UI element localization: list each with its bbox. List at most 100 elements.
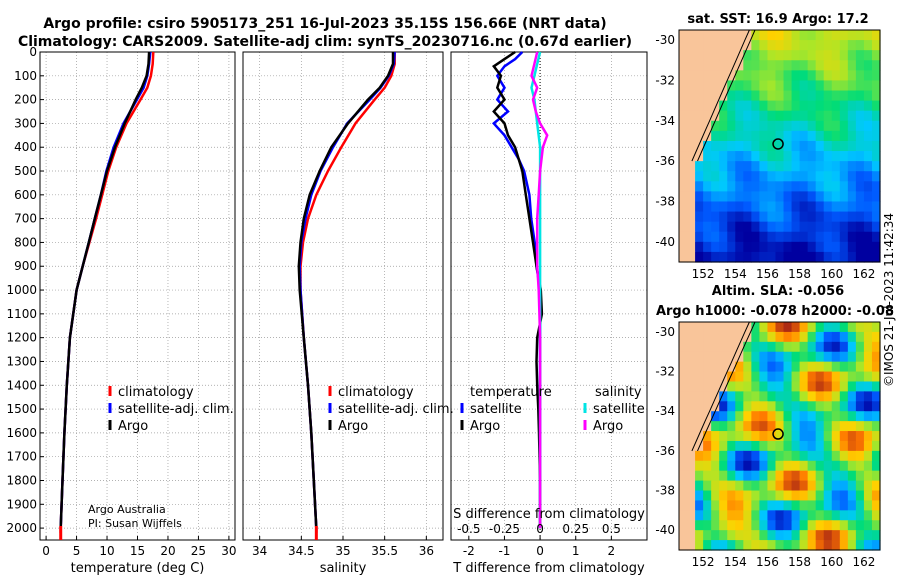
sst_map-cell [823, 60, 833, 71]
sla_map-cell [695, 381, 704, 392]
sla_map-cell [871, 401, 881, 412]
sst_map-cell [679, 151, 688, 162]
sla_map-cell [871, 480, 881, 492]
sla_map-cell [687, 322, 696, 333]
sla_map-cell [855, 401, 865, 412]
sst_map-cell [727, 50, 736, 61]
sla_map-cell [743, 520, 752, 531]
sla_map-xtick-label: 158 [788, 555, 811, 569]
depth-ytick-label: 1700 [6, 450, 37, 464]
sla_map-cell [799, 440, 809, 452]
sst_map-cell [719, 90, 728, 102]
sla_map-cell [727, 510, 736, 521]
sla_map-cell [839, 361, 849, 373]
sla_map-cell [815, 530, 825, 541]
sla_map-cell [799, 401, 809, 412]
credit-line2: PI: Susan Wijffels [88, 517, 182, 530]
temperature-xlabel: temperature (deg C) [71, 561, 205, 576]
sst_map-cell [831, 30, 841, 41]
sst_map-cell [759, 100, 769, 112]
sla_map-cell [767, 421, 777, 432]
sla_map-cell [791, 371, 801, 383]
sst_map-cell [847, 110, 857, 122]
sla_map-cell [735, 381, 744, 392]
sla_map-cell [791, 450, 801, 462]
sla_map-cell [735, 401, 744, 412]
sla_map-cell [679, 540, 688, 551]
sla_map-cell [791, 500, 801, 511]
sst_map-cell [751, 140, 760, 152]
sst_map-cell [799, 211, 809, 223]
sst_map-cell [839, 120, 849, 132]
sst_map-cell [807, 161, 817, 172]
sst_map-cell [695, 80, 704, 92]
sst_map-cell [743, 90, 752, 102]
sst_map-cell [711, 50, 720, 61]
depth-ytick-label: 800 [14, 235, 37, 249]
sla_map-cell [759, 470, 769, 482]
sst_map-cell [815, 231, 825, 243]
sla_map-cell [815, 470, 825, 482]
sla_map-cell [839, 431, 849, 442]
sla_map-cell [871, 470, 881, 482]
sla_map-cell [775, 520, 785, 531]
sst_map-cell [735, 100, 744, 112]
sst_map-cell [831, 70, 841, 82]
sla_map-cell [855, 520, 865, 531]
sla_map-cell [807, 331, 817, 343]
sst_map-cell [863, 221, 873, 233]
sst_map-cell [679, 80, 688, 92]
sst_map-cell [727, 171, 736, 182]
sla_map-cell [871, 530, 881, 541]
sst_map-cell [847, 90, 857, 102]
sst_map-cell [727, 161, 736, 172]
sst_map-cell [711, 140, 720, 152]
sla_map-cell [847, 421, 857, 432]
sst_map-cell [847, 100, 857, 112]
sla_map-cell [791, 510, 801, 521]
sst_map-cell [751, 100, 760, 112]
sla_map-cell [767, 440, 777, 452]
sst_map-cell [695, 211, 704, 223]
sst_map-cell [815, 50, 825, 61]
sst_map-cell [855, 171, 865, 182]
sla_map-cell [719, 540, 728, 551]
sla_map-cell [735, 470, 744, 482]
sla_map-cell [703, 341, 712, 353]
sla_map-cell [695, 401, 704, 412]
sla_map-cell [807, 510, 817, 521]
sst_map-cell [735, 211, 744, 223]
sst_map-cell [863, 231, 873, 243]
sst_map-ytick-label: -34 [655, 114, 675, 128]
depth-ytick-label: 200 [14, 93, 37, 107]
sla_map-cell [711, 361, 720, 373]
sla_map-cell [679, 391, 688, 402]
sla_map-cell [703, 450, 712, 462]
sla_map-cell [735, 361, 744, 373]
sst_map-cell [759, 30, 769, 41]
sst_map-cell [807, 201, 817, 213]
difference-xtick-label: 2 [608, 544, 616, 558]
sst_map-cell [727, 181, 736, 192]
sla_map-cell [751, 411, 760, 422]
sst_map-cell [759, 221, 769, 233]
sst_map-cell [695, 30, 704, 41]
sst_map-cell [815, 251, 825, 263]
sla_map-cell [783, 322, 793, 333]
sla_map-cell [863, 351, 873, 363]
sst_map-cell [719, 70, 728, 82]
sla_map-cell [695, 431, 704, 442]
sst_map-cell [695, 110, 704, 122]
sst_map-cell [871, 201, 881, 213]
sla_map-cell [687, 510, 696, 521]
sst_map-cell [767, 231, 777, 243]
sla_map-cell [863, 470, 873, 482]
sst_map-cell [719, 50, 728, 61]
sst_map-cell [703, 211, 712, 223]
sla_map-cell [695, 421, 704, 432]
sst_map-cell [743, 191, 752, 203]
sst_map-cell [767, 161, 777, 172]
sla_map-coastline [691, 321, 750, 452]
sst_map-cell [759, 231, 769, 243]
sla_map-cell [775, 322, 785, 333]
